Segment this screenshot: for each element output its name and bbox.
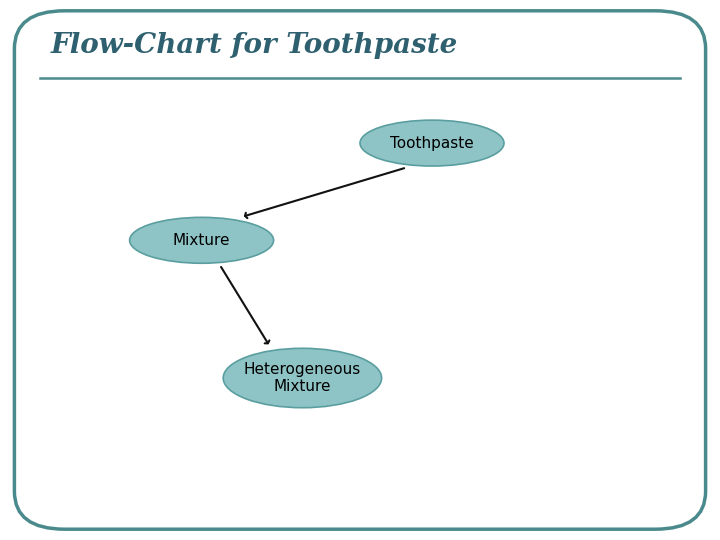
Text: Flow-Chart for Toothpaste: Flow-Chart for Toothpaste <box>50 32 458 59</box>
Text: Mixture: Mixture <box>173 233 230 248</box>
Ellipse shape <box>360 120 504 166</box>
Text: Toothpaste: Toothpaste <box>390 136 474 151</box>
Ellipse shape <box>130 217 274 263</box>
Ellipse shape <box>223 348 382 408</box>
Text: Heterogeneous
Mixture: Heterogeneous Mixture <box>244 362 361 394</box>
FancyBboxPatch shape <box>14 11 706 529</box>
